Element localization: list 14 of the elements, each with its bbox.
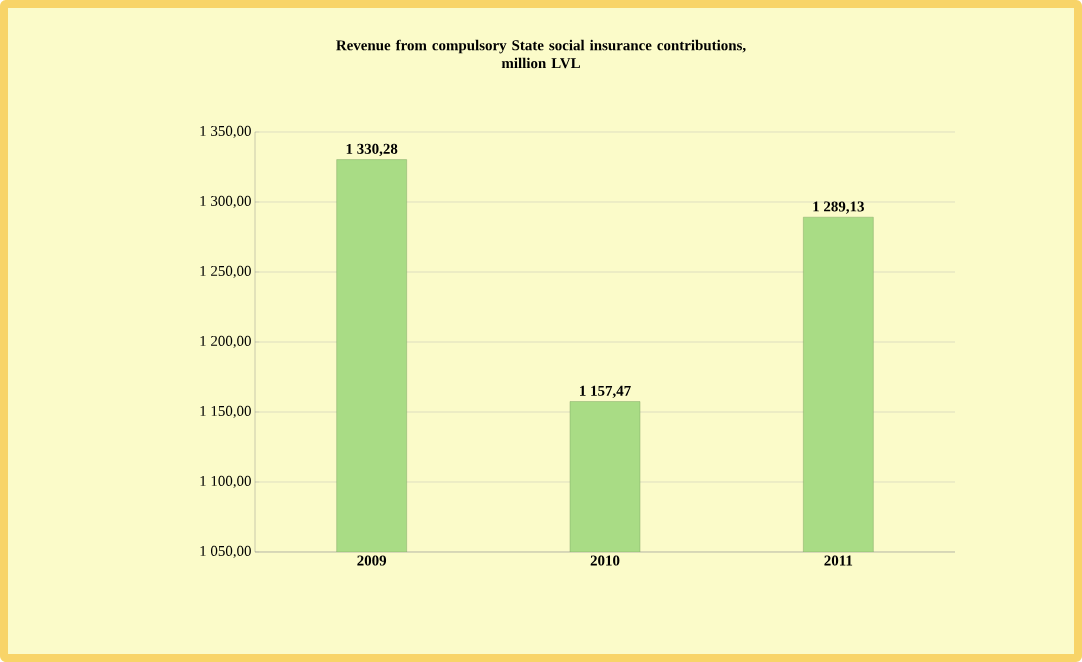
chart-title: Revenue from compulsory State social insurance contributions, million LVL xyxy=(336,39,746,69)
y-tick-label: 1 050,00 xyxy=(200,545,251,559)
y-tick-label: 1 200,00 xyxy=(200,335,251,349)
y-tick-label: 1 150,00 xyxy=(200,405,251,419)
data-label: 1 289,13 xyxy=(813,201,864,214)
y-tick-label: 1 100,00 xyxy=(200,475,251,489)
data-label: 1 330,28 xyxy=(346,143,398,157)
x-tick-label: 2010 xyxy=(590,555,620,566)
y-tick-label: 1 250,00 xyxy=(200,265,251,279)
data-label: 1 157,47 xyxy=(580,385,631,399)
x-tick-label: 2009 xyxy=(357,555,387,566)
y-tick-label: 1 300,00 xyxy=(200,195,251,209)
x-tick-label: 2011 xyxy=(824,555,853,566)
y-tick-label: 1 350,00 xyxy=(200,125,251,139)
